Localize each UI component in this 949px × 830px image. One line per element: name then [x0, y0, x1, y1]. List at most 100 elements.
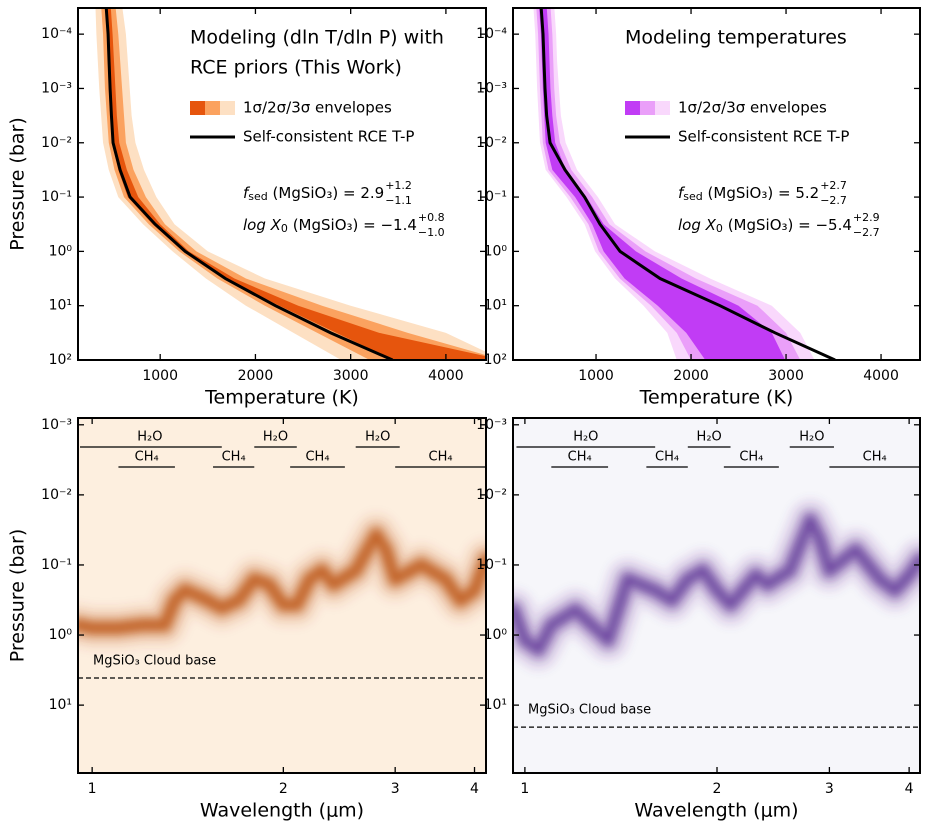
y-tick-label: 10⁻¹ — [476, 189, 507, 205]
annotation-symbol: log X — [243, 216, 282, 234]
annotation-species: (MgSiO₃) = — [703, 184, 796, 202]
molecule-label: H₂O — [799, 430, 824, 445]
y-tick-label: 10⁻⁴ — [476, 26, 507, 42]
contribution-ridge — [513, 516, 920, 653]
x-tick-label: 2000 — [238, 368, 274, 384]
y-tick-label: 10⁻¹ — [476, 557, 507, 573]
y-tick-label: 10⁻³ — [476, 417, 507, 433]
annotation: fsed (MgSiO₃) = 5.2 — [678, 184, 819, 204]
y-tick-label: 10¹ — [484, 697, 507, 713]
annotation-subscript: sed — [248, 190, 267, 203]
legend-swatch — [640, 101, 655, 115]
envelope — [95, 8, 486, 360]
axes-frame — [512, 7, 921, 361]
legend-swatch — [205, 101, 220, 115]
x-tick-label: 1 — [520, 781, 529, 797]
cloud-base-label: MgSiO₃ Cloud base — [528, 703, 651, 718]
x-axis-label: Temperature (K) — [639, 387, 794, 409]
y-tick-label: 10⁻⁴ — [41, 26, 72, 42]
tp-line — [104, 8, 394, 360]
y-axis-label: Pressure (bar) — [7, 529, 29, 663]
axes-frame — [512, 417, 921, 774]
annotation-subscript: 0 — [716, 222, 723, 235]
cloud-base-label: MgSiO₃ Cloud base — [93, 653, 216, 668]
annotation-upper: +1.2 — [385, 179, 412, 192]
annotation-symbol: f — [678, 184, 686, 202]
y-tick-label: 10⁰ — [484, 243, 508, 259]
axes-frame — [77, 417, 487, 774]
y-tick-label: 10² — [49, 352, 72, 368]
annotation-species: (MgSiO₃) = — [288, 216, 381, 234]
annotation: log X0 (MgSiO₃) = −1.4 — [243, 216, 417, 236]
legend-label: Self-consistent RCE T-P — [243, 128, 414, 146]
x-tick-label: 3000 — [768, 368, 804, 384]
legend-swatch — [625, 101, 640, 115]
y-tick-label: 10⁰ — [484, 627, 508, 643]
legend-swatch — [655, 101, 670, 115]
annotation-value: 2.9 — [360, 184, 384, 202]
molecule-label: H₂O — [137, 430, 162, 445]
molecule-label: CH₄ — [305, 450, 329, 465]
x-tick-label: 2 — [713, 781, 722, 797]
contribution-ridge — [78, 531, 486, 632]
legend-label: 1σ/2σ/3σ envelopes — [243, 99, 392, 117]
x-tick-label: 1000 — [578, 368, 614, 384]
annotation-symbol: log X — [678, 216, 717, 234]
molecule-label: H₂O — [697, 430, 722, 445]
legend-swatch — [220, 101, 235, 115]
annotation: fsed (MgSiO₃) = 2.9 — [243, 184, 384, 204]
x-tick-label: 3 — [825, 781, 834, 797]
x-tick-label: 1 — [88, 781, 97, 797]
annotation-upper: +0.8 — [418, 211, 445, 224]
annotation-symbol: f — [243, 184, 251, 202]
molecule-label: CH₄ — [222, 450, 246, 465]
annotation-species: (MgSiO₃) = — [723, 216, 816, 234]
y-tick-label: 10⁻¹ — [41, 189, 72, 205]
molecule-label: CH₄ — [739, 450, 763, 465]
annotation-species: (MgSiO₃) = — [268, 184, 361, 202]
panel-title: Modeling (dln T/dln P) with — [190, 27, 444, 49]
molecule-label: CH₄ — [655, 450, 679, 465]
annotation-value: −5.4 — [815, 216, 851, 234]
y-tick-label: 10⁰ — [49, 627, 73, 643]
legend-label: 1σ/2σ/3σ envelopes — [678, 99, 827, 117]
x-tick-label: 1000 — [142, 368, 178, 384]
annotation-lower: −1.0 — [418, 226, 445, 239]
annotation-subscript: 0 — [281, 222, 288, 235]
y-tick-label: 10⁰ — [49, 243, 73, 259]
annotation-value: −1.4 — [380, 216, 416, 234]
panel: Modeling temperatures 1σ/2σ/3σ envelopes S… — [476, 7, 921, 409]
x-tick-label: 2 — [279, 781, 288, 797]
panel-title: Modeling temperatures — [625, 27, 847, 49]
panel: Modeling (dln T/dln P) with RCE priors (T… — [7, 7, 487, 409]
y-tick-label: 10⁻³ — [41, 80, 72, 96]
molecule-label: CH₄ — [568, 450, 592, 465]
x-axis-label: Wavelength (μm) — [200, 800, 364, 822]
annotation-lower: −2.7 — [820, 194, 847, 207]
molecule-label: CH₄ — [135, 450, 159, 465]
x-tick-label: 3000 — [333, 368, 369, 384]
y-tick-label: 10⁻² — [476, 487, 507, 503]
y-tick-label: 10⁻³ — [476, 80, 507, 96]
y-axis-label: Pressure (bar) — [7, 117, 29, 251]
y-tick-label: 10¹ — [484, 298, 507, 314]
molecule-label: CH₄ — [863, 450, 887, 465]
annotation-lower: −2.7 — [853, 226, 880, 239]
plot-area — [533, 8, 836, 360]
molecule-label: H₂O — [365, 430, 390, 445]
x-tick-label: 4 — [470, 781, 479, 797]
x-tick-label: 2000 — [673, 368, 709, 384]
y-tick-label: 10⁻³ — [41, 417, 72, 433]
x-tick-label: 4000 — [428, 368, 464, 384]
annotation: log X0 (MgSiO₃) = −5.4 — [678, 216, 852, 236]
annotation-upper: +2.7 — [820, 179, 847, 192]
legend-label: Self-consistent RCE T-P — [678, 128, 849, 146]
x-tick-label: 4 — [905, 781, 914, 797]
legend-swatch — [190, 101, 205, 115]
y-tick-label: 10⁻² — [41, 487, 72, 503]
annotation-subscript: sed — [683, 190, 702, 203]
y-tick-label: 10⁻² — [41, 135, 72, 151]
annotation-upper: +2.9 — [853, 211, 880, 224]
molecule-label: H₂O — [573, 430, 598, 445]
y-tick-label: 10² — [484, 352, 507, 368]
